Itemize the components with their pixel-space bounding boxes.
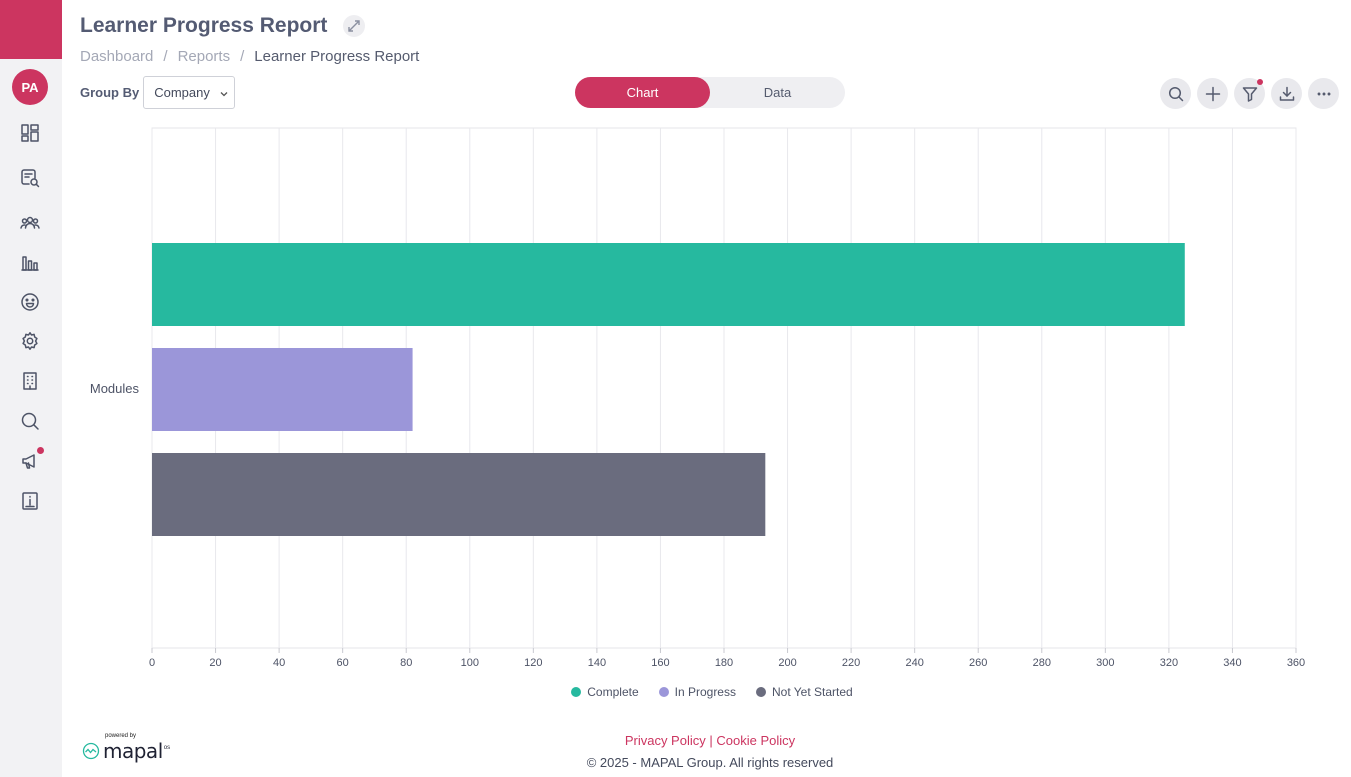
x-tick-label: 280 [1033, 657, 1051, 669]
x-tick-label: 240 [905, 657, 923, 669]
cookie-policy-link[interactable]: Cookie Policy [716, 733, 796, 748]
expand-button[interactable] [343, 15, 366, 37]
notification-dot [37, 447, 44, 454]
legend-swatch [755, 687, 766, 697]
sidebar: PA [0, 0, 62, 777]
mapal-os-suffix: os [163, 745, 171, 751]
main-content: Learner Progress Report Dashboard / Repo… [62, 0, 1351, 777]
smiley-icon[interactable] [19, 291, 41, 313]
megaphone-icon[interactable] [19, 447, 44, 472]
more-icon [1317, 92, 1330, 95]
info-icon[interactable] [19, 490, 41, 512]
breadcrumb-separator: / [163, 48, 168, 65]
breadcrumb-reports[interactable]: Reports [177, 48, 231, 65]
filter-button[interactable] [1234, 78, 1265, 109]
bar-not-yet-started [152, 453, 766, 536]
download-button[interactable] [1271, 78, 1302, 109]
tab-data[interactable]: Data [763, 85, 792, 100]
footer-separator: | [709, 733, 713, 748]
view-toggle: Chart Data [575, 77, 845, 108]
brand-block[interactable] [0, 0, 62, 59]
gear-icon[interactable] [19, 330, 41, 352]
legend-label: Not Yet Started [771, 685, 853, 699]
x-tick-label: 20 [209, 657, 221, 669]
bar-chart-icon[interactable] [19, 251, 41, 273]
x-tick-label: 340 [1223, 657, 1241, 669]
report-search-icon[interactable] [19, 167, 41, 189]
legend-swatch [571, 687, 582, 697]
bar-in-progress [152, 348, 413, 431]
more-button[interactable] [1308, 78, 1339, 109]
page-title: Learner Progress Report [80, 14, 328, 37]
group-by-value: Company [154, 85, 210, 100]
bar-complete [152, 243, 1185, 326]
group-by: Group By Company [80, 76, 236, 109]
breadcrumb-current: Learner Progress Report [254, 48, 420, 65]
chart-legend: Complete In Progress Not Yet Started [62, 685, 1351, 699]
x-tick-label: 180 [715, 657, 733, 669]
toolbar [1160, 78, 1339, 109]
x-tick-label: 40 [273, 657, 285, 669]
group-by-label: Group By [80, 85, 140, 100]
filter-active-dot [1257, 79, 1263, 85]
x-tick-label: 260 [969, 657, 987, 669]
dashboard-icon[interactable] [19, 122, 41, 144]
x-tick-label: 60 [337, 657, 349, 669]
expand-icon [348, 20, 361, 32]
x-tick-label: 160 [651, 657, 669, 669]
x-tick-label: 0 [149, 657, 155, 669]
breadcrumb-dashboard[interactable]: Dashboard [80, 48, 154, 65]
x-tick-label: 220 [842, 657, 860, 669]
group-by-select[interactable]: Company [143, 76, 236, 109]
x-tick-label: 320 [1160, 657, 1178, 669]
x-tick-label: 300 [1096, 657, 1114, 669]
add-button[interactable] [1197, 78, 1228, 109]
breadcrumb-separator: / [240, 48, 245, 65]
filter-icon [1242, 86, 1257, 102]
legend-item-not-yet-started[interactable]: Not Yet Started [755, 685, 853, 699]
legend-item-complete[interactable]: Complete [571, 685, 639, 699]
download-icon [1279, 86, 1294, 101]
mapal-wordmark: mapal [103, 739, 163, 763]
legend-label: In Progress [674, 685, 736, 699]
avatar[interactable]: PA [12, 69, 48, 105]
x-tick-label: 200 [778, 657, 796, 669]
search-button[interactable] [1160, 78, 1191, 109]
chevron-down-icon [219, 87, 229, 97]
mapal-logo-icon [82, 742, 100, 760]
footer-links: Privacy Policy | Cookie Policy [62, 733, 1351, 748]
tab-chart[interactable]: Chart [575, 77, 710, 108]
legend-swatch [658, 687, 669, 697]
x-tick-label: 120 [524, 657, 542, 669]
legend-label: Complete [587, 685, 639, 699]
x-tick-label: 360 [1287, 657, 1305, 669]
plus-icon [1205, 86, 1220, 101]
building-icon[interactable] [19, 370, 41, 392]
x-tick-label: 100 [461, 657, 479, 669]
progress-chart: 0 20 40 60 80 100 120 140 160 180 200 220 240 260 280 3… [90, 127, 1305, 669]
people-icon[interactable] [19, 212, 41, 234]
search-icon[interactable] [19, 410, 41, 432]
x-tick-label: 140 [588, 657, 606, 669]
privacy-policy-link[interactable]: Privacy Policy [624, 733, 706, 748]
breadcrumb: Dashboard / Reports / Learner Progress R… [80, 48, 419, 65]
powered-by-text: powered by [105, 733, 137, 739]
legend-item-in-progress[interactable]: In Progress [658, 685, 736, 699]
chart-area: 0 20 40 60 80 100 120 140 160 180 200 220 240 260 280 3… [62, 120, 1351, 705]
copyright: © 2025 - MAPAL Group. All rights reserve… [586, 755, 834, 770]
y-category-label: Modules [90, 381, 140, 396]
search-icon [1168, 86, 1183, 101]
x-tick-label: 80 [400, 657, 412, 669]
